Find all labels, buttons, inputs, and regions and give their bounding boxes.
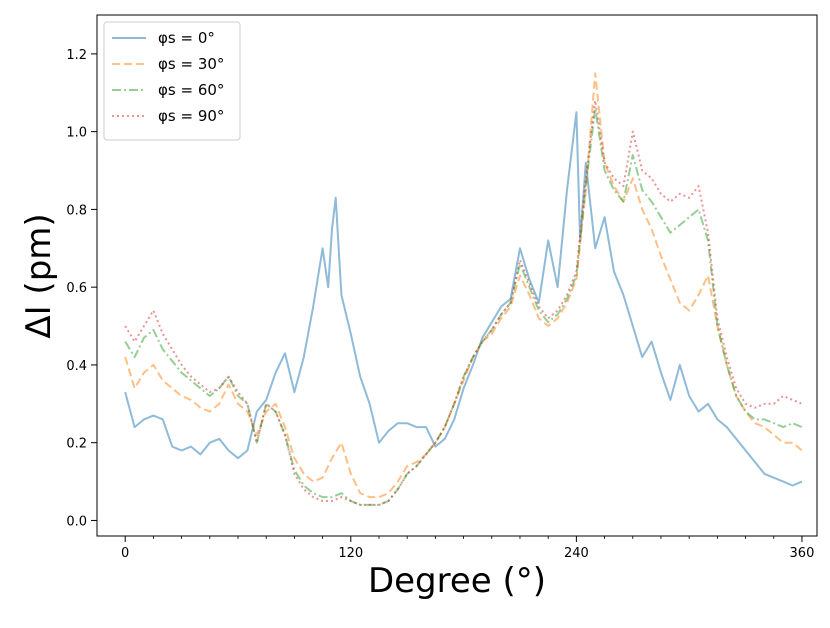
- x-tick-label-2: 240: [564, 546, 589, 561]
- y-tick-label-6: 1.2: [66, 48, 87, 63]
- x-tick-label-0: 0: [121, 546, 129, 561]
- y-tick-label-2: 0.4: [66, 359, 87, 374]
- legend-label-1: φs = 30°: [158, 55, 224, 73]
- y-tick-label-4: 0.8: [66, 203, 87, 218]
- x-axis: 0 120 240 360: [121, 536, 814, 561]
- series-line-2: [124, 107, 803, 506]
- y-tick-label-0: 0.0: [66, 514, 87, 529]
- y-tick-label-3: 0.6: [66, 281, 87, 296]
- legend-label-3: φs = 90°: [158, 107, 224, 125]
- series-line-3: [124, 99, 803, 506]
- x-tick-label-3: 360: [790, 546, 815, 561]
- plot-frame: [96, 14, 818, 537]
- series-layer: [124, 72, 803, 506]
- series-line-0: [124, 111, 803, 487]
- y-tick-label-5: 1.0: [66, 126, 87, 141]
- series-line-1: [124, 72, 803, 499]
- x-tick-label-1: 120: [338, 546, 363, 561]
- y-tick-label-1: 0.2: [66, 437, 87, 452]
- legend-label-0: φs = 0°: [158, 29, 215, 47]
- legend-box: [103, 21, 241, 141]
- legend: φs = 0° φs = 30° φs = 60° φs = 90°: [103, 21, 241, 141]
- legend-label-2: φs = 60°: [158, 81, 224, 99]
- y-axis-title: ΔI (pm): [19, 213, 59, 338]
- y-axis: 0.0 0.2 0.4 0.6 0.8 1.0 1.2: [66, 48, 97, 529]
- x-axis-title: Degree (°): [368, 561, 546, 601]
